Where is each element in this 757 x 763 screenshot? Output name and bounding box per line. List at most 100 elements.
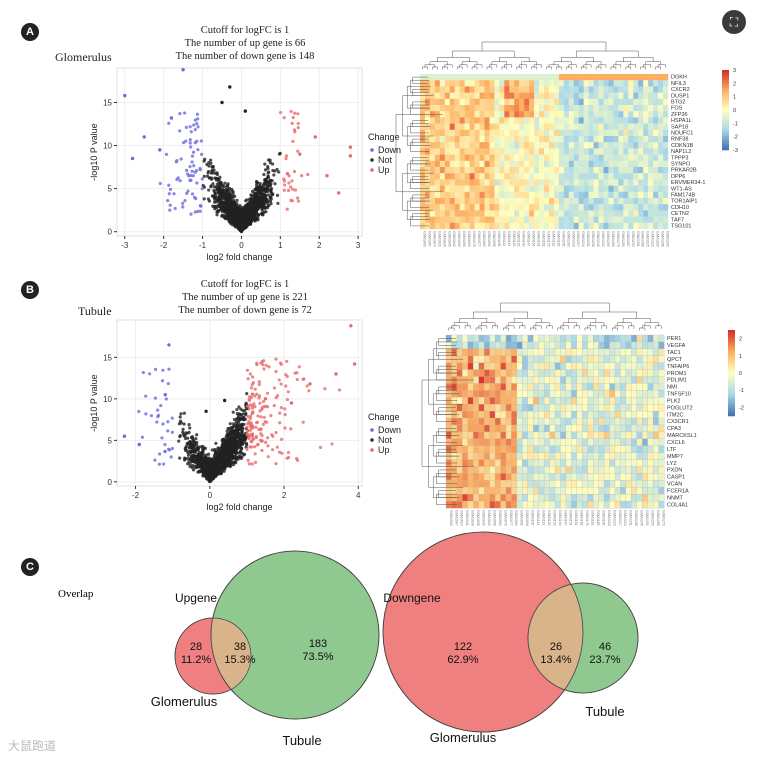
heatmap-cell [638,191,644,199]
heatmap-cell [514,74,520,81]
up-gene-point [274,357,278,361]
heatmap-cell [489,216,495,223]
heatmap-cell [439,136,445,143]
heatmap-cell [522,341,529,350]
heatmap-cell [439,160,445,168]
heatmap-cell [647,362,654,370]
column-sample-label: GSM1266 [611,231,615,247]
heatmap-cell [467,383,474,391]
heatmap-cell [524,154,530,161]
not-gene-point [245,210,250,214]
heatmap-cell [516,348,523,357]
heatmap-cell [429,117,436,124]
heatmap-cell [643,216,649,223]
heatmap-cell [473,341,480,350]
down-gene-point [189,145,193,149]
heatmap-cell [527,348,534,357]
down-gene-point [189,212,193,216]
heatmap-cell [638,173,644,180]
up-gene-point [296,149,300,153]
not-gene-point [263,162,267,166]
heatmap-cell [548,98,555,106]
heatmap-cell [519,204,525,211]
up-gene-point [313,135,318,139]
heatmap-cell [539,92,545,99]
heatmap-cell [548,160,555,168]
heatmap-cell [483,334,490,343]
not-gene-point [244,411,248,416]
heatmap-cell [653,148,659,155]
heatmap-cell [439,117,445,124]
not-gene-point [232,198,236,202]
down-gene-point [188,178,192,182]
column-dendrogram [585,61,602,66]
heatmap-cell [636,355,643,364]
colorbar-tick-label: 2 [733,81,736,87]
heatmap-cell [620,362,627,370]
heatmap-cell [648,98,654,106]
up-gene-point [246,415,250,419]
heatmap-cell [474,111,480,118]
down-gene-point [195,112,200,116]
heatmap-cell [553,179,560,186]
heatmap-cell [434,216,441,223]
heatmap-cell [439,204,445,211]
column-dendrogram [657,64,666,68]
heatmap-cell [560,341,567,350]
heatmap-cell [618,148,624,155]
heatmap-cell [571,397,578,405]
heatmap-cell [544,204,550,211]
heatmap-cell [568,74,574,81]
heatmap-cell [439,142,445,149]
heatmap-cell [593,185,599,192]
row-dendrogram [412,213,429,220]
row-dendrogram [412,76,429,84]
column-dendrogram [499,57,530,62]
column-dendrogram [518,64,527,68]
heatmap-cell [648,123,654,130]
heatmap-cell [573,136,579,143]
heatmap-cell [489,376,496,384]
heatmap-cell [504,216,510,223]
heatmap-cell [653,117,659,124]
heatmap-cell [499,111,505,118]
heatmap-cell [519,160,525,168]
heatmap-cell [565,376,572,384]
colorbar-segment [722,92,729,95]
not-gene-point [228,85,232,89]
not-gene-point [237,205,241,210]
heatmap-cell [613,98,619,106]
heatmap-cell [544,154,550,161]
heatmap-cell [544,216,550,223]
not-gene-point [245,206,249,210]
heatmap-cell [613,74,619,81]
heatmap-cell [444,123,450,130]
heatmap-cell [429,148,436,155]
heatmap-cell [638,160,644,168]
heatmap-cell [479,167,485,174]
column-dendrogram [459,64,468,68]
column-sample-label: GSM1063 [467,231,471,247]
heatmap-cell [598,198,604,205]
heatmap-cell [464,173,470,180]
heatmap-cell [454,160,460,168]
not-gene-point [224,435,228,439]
heatmap-cell [565,348,572,357]
heatmap-cell [534,204,540,211]
heatmap-cell [514,105,520,112]
colorbar-segment [722,132,729,135]
heatmap-cell [449,123,455,130]
heatmap-cell [558,160,565,168]
column-sample-label: GSM1238 [591,231,595,247]
not-gene-point [248,222,253,226]
heatmap-cell [429,123,436,130]
heatmap-cell [514,210,520,217]
heatmap-cell [658,136,664,143]
heatmap-cell [524,92,530,99]
not-gene-point [236,416,240,420]
heatmap-cell [613,80,619,87]
up-gene-point [291,139,295,144]
not-gene-point [213,449,217,453]
heatmap-cell [529,105,535,112]
up-gene-point [285,207,289,211]
